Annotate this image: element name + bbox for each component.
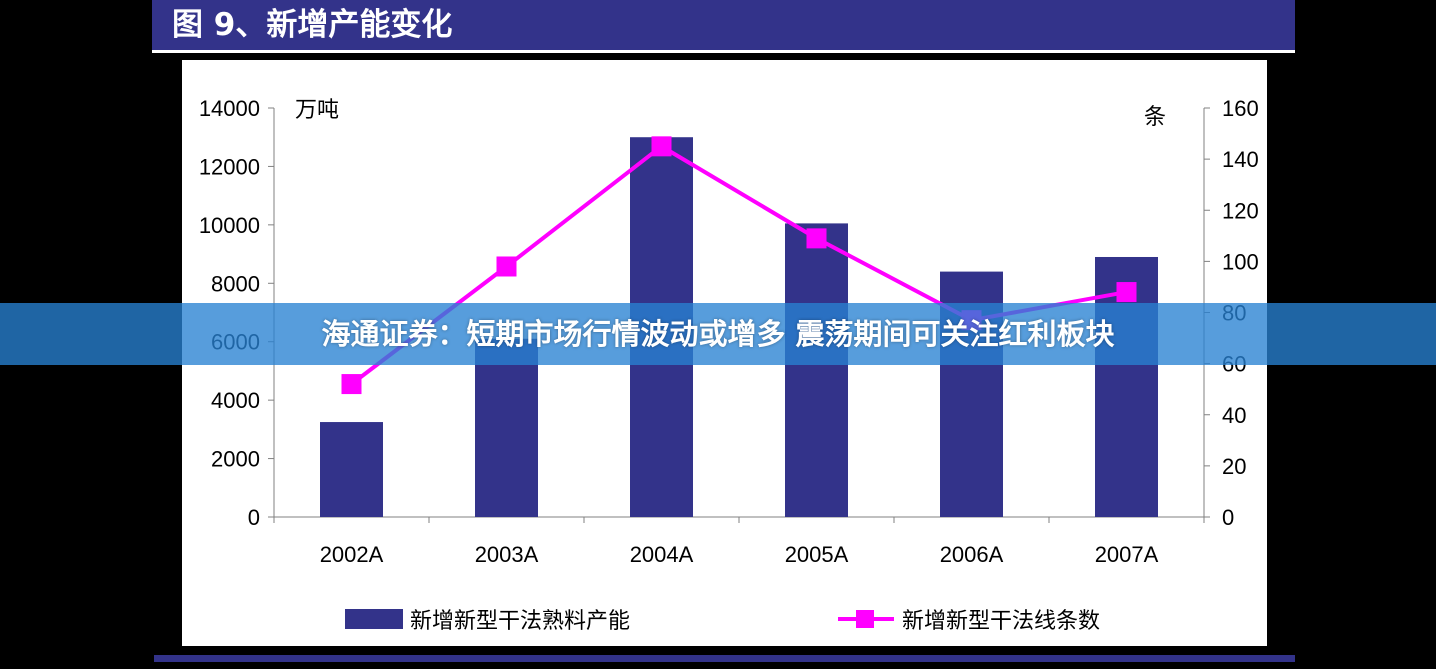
legend-bar-label: 新增新型干法熟料产能 [410,609,630,634]
title-divider [152,50,1295,53]
y-right-tick-label: 40 [1222,403,1246,428]
y-left-tick-label: 12000 [199,154,260,179]
y-right-tick-label: 100 [1222,249,1259,274]
bar-2005A [785,223,848,517]
figure-title: 图 9、新增产能变化 [152,0,1295,50]
line-point-2005A [806,228,827,249]
y-left-tick-label: 8000 [211,271,260,296]
bar-2003A [475,338,538,517]
y-left-tick-label: 14000 [199,96,260,121]
bottom-divider [154,655,1295,662]
x-tick-label: 2007A [1095,542,1159,567]
y-left-tick-label: 0 [248,505,260,530]
y-right-tick-label: 140 [1222,147,1259,172]
bar-2002A [320,422,383,517]
legend-line-label: 新增新型干法线条数 [902,609,1100,634]
line-point-2002A [341,374,362,395]
x-tick-label: 2002A [320,542,384,567]
line-point-2003A [496,256,517,277]
y-left-tick-label: 10000 [199,213,260,238]
news-banner[interactable]: 海通证券：短期市场行情波动或增多 震荡期间可关注红利板块 [0,303,1436,365]
x-tick-label: 2004A [630,542,694,567]
y-right-unit-label: 条 [1144,105,1166,130]
chart-svg: 0200040006000800010000120001400002040608… [199,96,1259,634]
y-left-tick-label: 2000 [211,447,260,472]
y-right-tick-label: 120 [1222,198,1259,223]
x-tick-label: 2003A [475,542,539,567]
y-right-tick-label: 20 [1222,454,1246,479]
y-left-unit-label: 万吨 [295,98,339,123]
line-point-2007A [1116,282,1137,303]
x-tick-label: 2006A [940,542,1004,567]
x-tick-label: 2005A [785,542,849,567]
y-left-tick-label: 4000 [211,388,260,413]
y-right-tick-label: 0 [1222,505,1234,530]
legend-line-marker [856,610,874,628]
line-point-2004A [651,136,672,157]
legend-bar-swatch [345,609,403,629]
y-right-tick-label: 160 [1222,96,1259,121]
